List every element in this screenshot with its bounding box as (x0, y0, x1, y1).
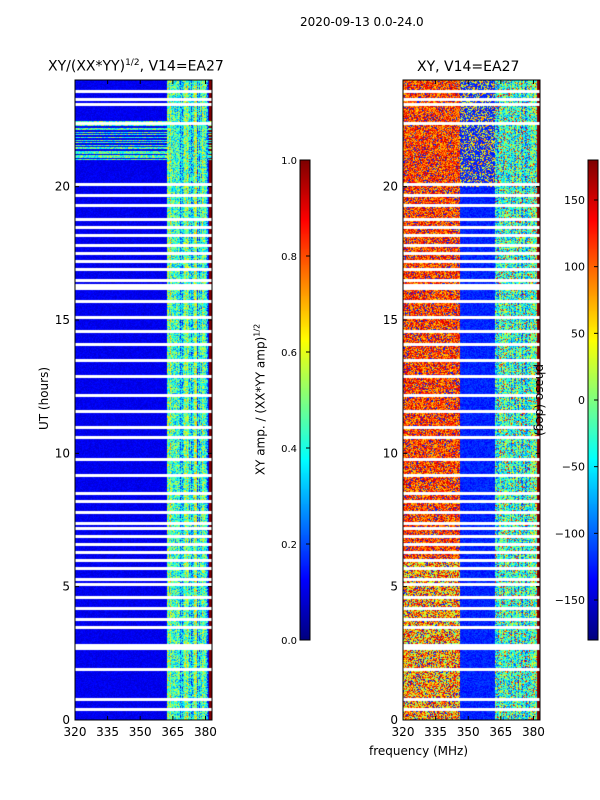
left-plot-title: XY/(XX*YY)1/2, V14=EA27 (48, 58, 224, 75)
y-tick-label: 0 (62, 713, 70, 727)
phase-colorbar-label: phase (deg) (533, 363, 547, 436)
x-tick-label: 365 (161, 725, 184, 739)
figure-suptitle: 2020-09-13 0.0-24.0 (300, 15, 424, 29)
amplitude-colorbar-label: XY amp. / (XX*YY amp)1/2 (253, 310, 268, 490)
colorbar-tick-label: 100 (564, 261, 585, 274)
colorbar-tick-label: −100 (555, 527, 585, 540)
x-tick-label: 335 (424, 725, 447, 739)
y-axis-label: UT (hours) (37, 366, 51, 430)
y-tick-label: 0 (390, 713, 398, 727)
colorbar-tick-label: −150 (555, 594, 585, 607)
phase-heatmap (403, 80, 540, 720)
x-tick-label: 350 (457, 725, 480, 739)
phase-colorbar (588, 160, 598, 640)
plot-frame (74, 79, 213, 721)
x-tick-label: 320 (64, 725, 87, 739)
colorbar-label-text: XY amp. / (XX*YY amp) (253, 336, 268, 476)
right-plot-title: XY, V14=EA27 (417, 59, 520, 75)
colorbar-tick-label: 1.0 (281, 156, 297, 167)
y-tick-label: 10 (55, 446, 70, 460)
amplitude-heatmap (75, 80, 212, 720)
colorbar-tick-label: 50 (571, 327, 585, 340)
x-tick-label: 335 (96, 725, 119, 739)
title-text-rest: , V14=EA27 (139, 58, 224, 75)
colorbar-tick-label: 0 (578, 394, 585, 407)
y-tick-label: 5 (62, 580, 70, 594)
title-superscript: 1/2 (125, 58, 140, 68)
y-tick-label: 20 (55, 180, 70, 194)
colorbar-frame (299, 159, 311, 641)
y-tick-label: 15 (383, 313, 398, 327)
x-axis-label: frequency (MHz) (369, 744, 469, 758)
title-text: XY/(XX*YY) (48, 58, 126, 75)
colorbar-tick-label: 0.0 (281, 636, 297, 647)
x-tick-label: 380 (194, 725, 217, 739)
x-tick-label: 320 (392, 725, 415, 739)
plot-frame (402, 79, 541, 721)
colorbar-label-superscript: 1/2 (252, 323, 262, 337)
colorbar-tick-label: 0.6 (281, 348, 297, 359)
colorbar-tick-label: 0.8 (281, 252, 297, 263)
y-tick-label: 20 (383, 180, 398, 194)
y-tick-label: 15 (55, 313, 70, 327)
y-tick-label: 5 (390, 580, 398, 594)
x-tick-label: 350 (129, 725, 152, 739)
y-tick-label: 10 (383, 446, 398, 460)
colorbar-tick-label: 0.2 (281, 540, 297, 551)
colorbar-tick-label: −50 (562, 461, 585, 474)
x-tick-label: 380 (522, 725, 545, 739)
x-tick-label: 365 (489, 725, 512, 739)
colorbar-tick-label: 150 (564, 194, 585, 207)
colorbar-tick-label: 0.4 (281, 444, 297, 455)
amplitude-colorbar (300, 160, 310, 640)
